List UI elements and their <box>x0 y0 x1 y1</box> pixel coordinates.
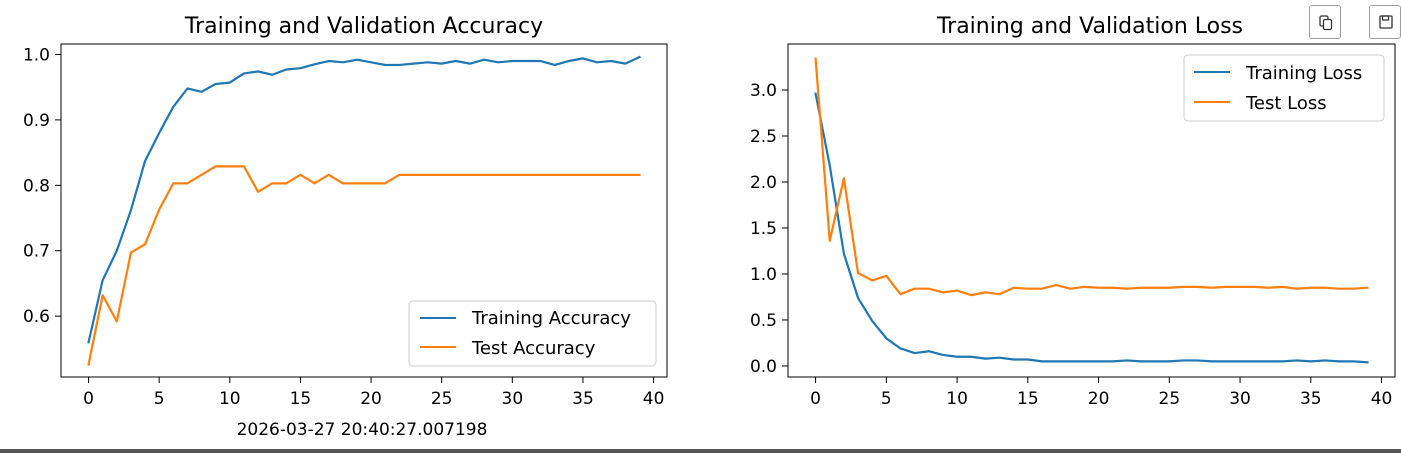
accuracy-x-tick-label: 40 <box>643 389 665 409</box>
accuracy-chart: Training and Validation Accuracy 0 5 10 15 2… <box>23 14 668 409</box>
save-icon <box>1379 15 1393 29</box>
legend-label-training-accuracy: Training Accuracy <box>471 308 631 329</box>
accuracy-axes-frame <box>60 43 668 378</box>
copy-button[interactable] <box>1309 5 1341 39</box>
loss-y-tick-label: 0.5 <box>750 311 777 331</box>
accuracy-plot-area: 0 5 10 15 20 25 30 35 40 0.6 0.7 0.8 0.9 1.0 <box>23 45 664 409</box>
accuracy-y-tick-label: 0.8 <box>23 176 50 196</box>
legend-label-test-accuracy: Test Accuracy <box>471 338 596 359</box>
accuracy-legend-frame <box>408 300 657 367</box>
accuracy-legend: Training Accuracy Test Accuracy <box>408 300 657 367</box>
output-divider <box>0 449 1401 453</box>
loss-plot-area: 0 5 10 15 20 25 30 35 40 0.0 0.5 1.0 1.5 2.0 2.5 3.0 <box>750 57 1393 409</box>
loss-y-tick-label: 0.0 <box>750 357 777 377</box>
loss-legend-frame <box>1183 54 1385 122</box>
accuracy-x-tick-label: 0 <box>83 389 94 409</box>
loss-y-tick-label: 2.5 <box>750 127 777 147</box>
timestamp-label: 2026-03-27 20:40:27.007198 <box>237 420 488 440</box>
loss-series-line-training <box>814 92 1369 364</box>
accuracy-x-tick-label: 30 <box>502 389 524 409</box>
legend-label-test-loss: Test Loss <box>1245 93 1327 114</box>
accuracy-y-tick-label: 0.9 <box>23 111 50 131</box>
loss-x-tick-label: 20 <box>1088 389 1110 409</box>
accuracy-x-tick-label: 15 <box>290 389 312 409</box>
accuracy-x-tick-label: 35 <box>572 389 594 409</box>
accuracy-y-tick-label: 0.6 <box>23 307 50 327</box>
copy-icon <box>1319 15 1333 31</box>
accuracy-chart-title: Training and Validation Accuracy <box>184 14 543 39</box>
accuracy-x-tick-label: 25 <box>431 389 453 409</box>
loss-x-tick-label: 30 <box>1229 389 1251 409</box>
accuracy-y-tick-label: 1.0 <box>23 45 50 65</box>
loss-series-line-test <box>814 57 1369 297</box>
legend-label-training-loss: Training Loss <box>1245 63 1362 84</box>
loss-y-tick-label: 3.0 <box>750 81 777 101</box>
loss-y-tick-label: 1.5 <box>750 219 777 239</box>
accuracy-series-line-training <box>87 55 641 344</box>
loss-x-tick-label: 40 <box>1371 389 1393 409</box>
accuracy-y-tick-label: 0.7 <box>23 242 50 262</box>
loss-x-tick-label: 10 <box>946 389 968 409</box>
accuracy-series-line-test <box>87 165 641 366</box>
save-button[interactable] <box>1369 5 1401 39</box>
loss-axes-frame <box>787 43 1396 378</box>
accuracy-x-tick-label: 20 <box>360 389 382 409</box>
accuracy-x-tick-label: 5 <box>154 389 165 409</box>
loss-x-tick-label: 25 <box>1159 389 1181 409</box>
loss-x-tick-label: 0 <box>810 389 821 409</box>
loss-y-tick-label: 1.0 <box>750 265 777 285</box>
loss-y-tick-label: 2.0 <box>750 173 777 193</box>
loss-chart: Training and Validation Loss 0 5 10 15 20 25 3… <box>750 14 1396 409</box>
loss-x-tick-label: 35 <box>1300 389 1322 409</box>
loss-x-tick-label: 15 <box>1017 389 1039 409</box>
loss-chart-title: Training and Validation Loss <box>936 14 1243 39</box>
accuracy-x-tick-label: 10 <box>219 389 241 409</box>
loss-legend: Training Loss Test Loss <box>1183 54 1385 122</box>
loss-x-tick-label: 5 <box>881 389 892 409</box>
